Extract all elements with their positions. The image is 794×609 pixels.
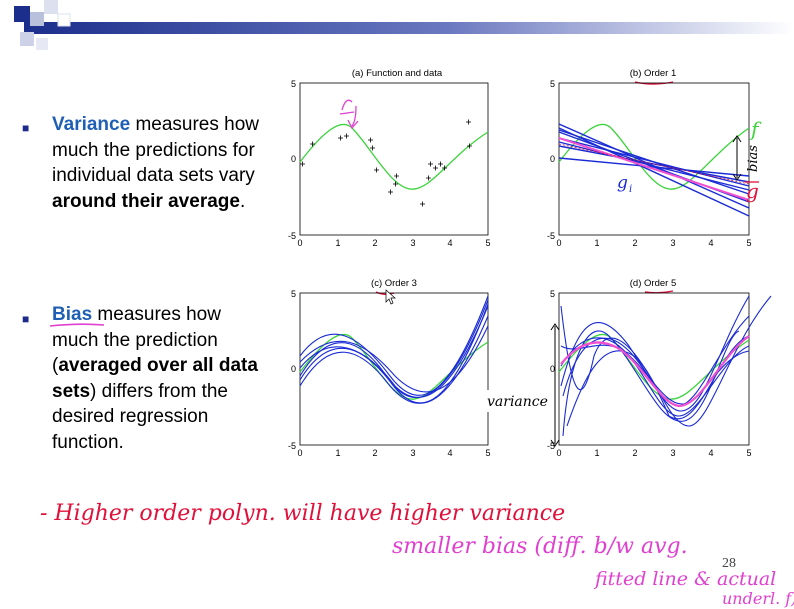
xtick: 0 xyxy=(556,238,561,248)
xtick: 2 xyxy=(632,238,637,248)
bias-underline xyxy=(49,323,105,327)
bias-label: bias xyxy=(746,145,761,172)
true-function-curve xyxy=(558,123,750,190)
note-line-3: fitted line & actual xyxy=(593,568,776,590)
plot-c-title: (c) Order 3 xyxy=(371,278,417,289)
xtick: 1 xyxy=(594,448,599,458)
xtick: 5 xyxy=(746,448,751,458)
ytick: 0 xyxy=(291,154,296,164)
mean-dotted xyxy=(558,143,750,185)
f-label: f xyxy=(749,117,762,141)
ytick: 0 xyxy=(291,364,296,374)
g-bar-label: g xyxy=(746,179,759,203)
variance-bullet: Variance measures how much the predictio… xyxy=(52,112,262,214)
xtick: 1 xyxy=(335,448,340,458)
xtick: 5 xyxy=(485,448,490,458)
plot-function-and-data: (a) Function and data 5 0 -5 0 1 2 3 4 5 xyxy=(288,66,500,256)
variance-end: . xyxy=(239,190,246,212)
xtick: 1 xyxy=(594,238,599,248)
page-number: 28 xyxy=(722,556,736,571)
plot-order-3: (c) Order 3 5 0 -5 0 1 2 3 4 5 xyxy=(288,276,500,466)
xtick: 4 xyxy=(708,238,713,248)
plot-d-frame xyxy=(558,292,750,446)
xtick: 0 xyxy=(556,448,561,458)
plot-a-frame xyxy=(299,82,489,236)
handwritten-f-arrow xyxy=(339,99,359,130)
plot-d-title: (d) Order 5 xyxy=(630,278,676,289)
variance-text: measures how much the predictions for in… xyxy=(52,114,260,186)
header-decoration xyxy=(14,0,794,50)
true-function-curve xyxy=(299,123,489,190)
ytick: -5 xyxy=(288,231,296,241)
variance-label: variance xyxy=(487,394,548,410)
average-fit xyxy=(558,137,750,201)
ytick: 5 xyxy=(291,79,296,89)
bias-text: measures how much the prediction ( xyxy=(52,304,221,376)
variance-term: Variance xyxy=(52,114,131,135)
bullet-marker: ■ xyxy=(22,312,30,326)
plot-c-frame xyxy=(299,292,489,446)
average-fit xyxy=(560,335,750,408)
xtick: 5 xyxy=(485,238,490,248)
plot-b-frame xyxy=(558,82,750,236)
order1-fits xyxy=(558,123,750,217)
g-i-subscript: i xyxy=(629,184,632,195)
ytick: 5 xyxy=(291,289,296,299)
plot-order-5: (d) Order 5 5 0 -5 0 1 2 3 4 5 variance xyxy=(485,276,774,466)
note-line-2: smaller bias (diff. b/w avg. xyxy=(392,534,688,559)
ytick: -5 xyxy=(547,441,555,451)
note-line-1: - Higher order polyn. will have higher v… xyxy=(40,501,565,526)
plot-order-1: (b) Order 1 5 0 -5 0 1 2 3 4 5 bias f g … xyxy=(547,66,769,256)
cursor-icon xyxy=(385,289,396,305)
ytick: -5 xyxy=(547,231,555,241)
xtick: 3 xyxy=(410,238,415,248)
variance-arrow xyxy=(550,323,560,447)
bias-arrow xyxy=(732,135,742,181)
ytick: -5 xyxy=(288,441,296,451)
xtick: 0 xyxy=(297,238,302,248)
bullet-marker: ■ xyxy=(22,121,30,135)
ytick: 0 xyxy=(550,154,555,164)
order3-fits xyxy=(299,295,489,404)
title-underline xyxy=(634,81,674,85)
bias-term: Bias xyxy=(52,304,93,325)
xtick: 3 xyxy=(670,238,675,248)
xtick: 4 xyxy=(447,448,452,458)
ytick: 5 xyxy=(550,79,555,89)
bias-bold: averaged over all data sets xyxy=(52,355,258,402)
xtick: 3 xyxy=(670,448,675,458)
plot-b-title: (b) Order 1 xyxy=(630,68,676,79)
xtick: 5 xyxy=(746,238,751,248)
bias-end: ) differs from the desired regression fu… xyxy=(52,380,229,453)
xtick: 2 xyxy=(372,238,377,248)
bias-bullet: Bias measures how much the prediction (a… xyxy=(52,302,262,455)
ytick: 0 xyxy=(550,364,555,374)
xtick: 3 xyxy=(410,448,415,458)
variance-bold: around their average xyxy=(52,190,240,212)
title-underline xyxy=(644,290,674,294)
data-points xyxy=(300,119,472,207)
xtick: 1 xyxy=(335,238,340,248)
xtick: 2 xyxy=(632,448,637,458)
plot-a-title: (a) Function and data xyxy=(352,68,443,79)
variance-label-bg xyxy=(485,390,549,412)
xtick: 4 xyxy=(708,448,713,458)
order5-fits xyxy=(560,295,772,437)
note-line-4: underl. f) xyxy=(722,589,794,608)
xtick: 4 xyxy=(447,238,452,248)
title-underline xyxy=(375,291,395,295)
ytick: 5 xyxy=(550,289,555,299)
g-i-label: g xyxy=(617,173,628,193)
xtick: 0 xyxy=(297,448,302,458)
xtick: 2 xyxy=(372,448,377,458)
